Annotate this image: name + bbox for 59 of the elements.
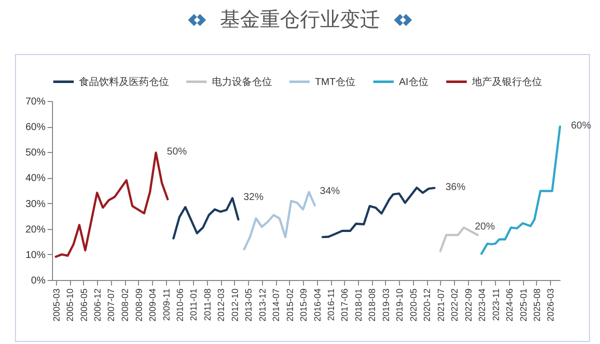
x-tick-label: 2011-01 [188,288,199,321]
x-tick-label: 2018-08 [367,288,378,322]
x-tick-label: 2013-05 [244,288,254,322]
x-tick-label: 2006-12 [92,288,103,322]
x-tick-label: 2011-08 [202,288,212,321]
x-tick-label: 2026-03 [546,288,556,322]
chart-title: 基金重仓行业变迁 [220,9,380,31]
y-tick-label: 50% [25,148,46,159]
x-tick-label: 2008-09 [134,288,144,322]
x-tick-label: 2016-11 [326,288,336,321]
x-tick-label: 2025-08 [532,288,542,322]
x-tick-label: 2023-11 [490,288,501,321]
y-tick-label: 70% [25,96,46,108]
annotation: 32% [243,192,264,204]
legend-label: 食品饮料及医药仓位 [79,76,169,88]
x-tick-label: 2012-03 [216,288,226,322]
x-tick-label: 2007-07 [106,288,116,322]
x-tick-label: 2010-06 [174,288,185,322]
x-tick-label: 2015-02 [284,288,295,322]
x-tick-label: 2014-07 [271,288,282,322]
line-series [243,190,316,250]
x-tick-label: 2022-09 [463,288,474,322]
x-tick-label: 2024-06 [504,288,515,322]
legend-label: AI仓位 [399,76,428,88]
x-tick-label: 2021-07 [436,288,446,322]
x-tick-label: 2022-02 [450,288,460,322]
x-tick-label: 2008-02 [120,288,130,322]
y-tick-label: 0% [31,276,46,286]
x-tick-label: 2013-12 [257,288,268,322]
x-tick-label: 2005-03 [51,288,62,322]
legend-label: 地产及银行仓位 [471,76,542,88]
annotation: 34% [320,186,340,198]
legend-label: TMT仓位 [315,76,356,88]
line-series [54,152,169,258]
x-tick-label: 2019-03 [380,288,391,322]
y-tick-label: 30% [25,198,46,210]
x-tick-label: 2015-09 [298,288,309,322]
x-tick-label: 2009-11 [161,288,172,321]
y-tick-label: 10% [25,250,46,261]
x-tick-label: 2020-05 [408,288,418,322]
y-tick-label: 40% [25,173,46,184]
annotation: 36% [445,182,466,193]
x-tick-label: 2005-10 [65,288,76,322]
x-tick-label: 2019-10 [394,288,405,322]
x-tick-label: 2020-12 [422,288,432,322]
annotation: 50% [166,146,188,158]
y-tick-label: 60% [25,122,46,134]
x-tick-label: 2023-04 [477,288,487,322]
annotation: 20% [474,222,495,233]
x-tick-label: 2025-01 [518,288,528,322]
legend-label: 电力设备仓位 [212,76,272,88]
x-tick-label: 2016-04 [312,288,322,322]
x-tick-label: 2009-04 [147,288,158,322]
x-tick-label: 2018-01 [354,288,364,322]
x-tick-label: 2017-06 [340,288,350,322]
y-tick-label: 20% [25,224,46,236]
x-tick-label: 2006-05 [78,288,89,322]
annotation: 60% [571,120,592,132]
x-tick-label: 2012-10 [230,288,240,322]
